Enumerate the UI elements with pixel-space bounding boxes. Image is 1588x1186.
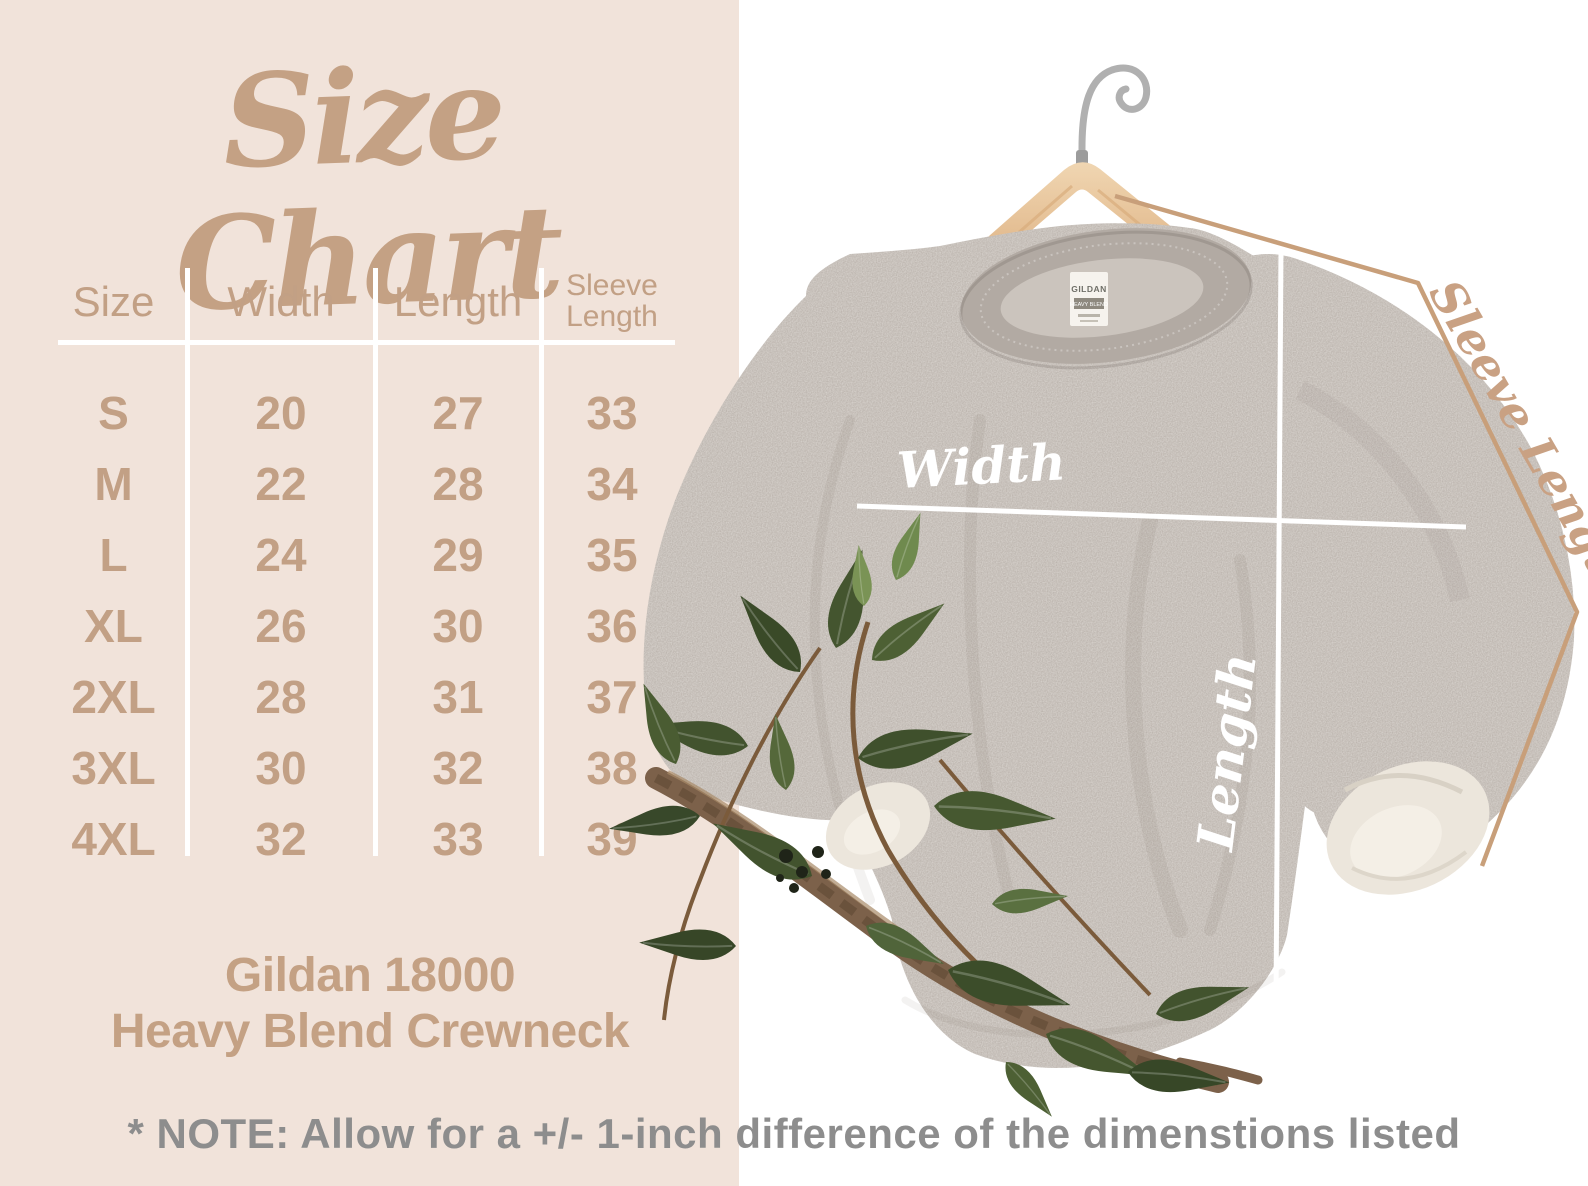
width-cell: 28 <box>255 670 307 723</box>
table-divider-vertical <box>373 268 378 856</box>
width-cell: 30 <box>255 741 307 794</box>
width-cell: 24 <box>255 528 307 581</box>
width-cell: 26 <box>255 599 307 652</box>
length-cell: 33 <box>432 812 484 865</box>
sleeve-cell: 34 <box>586 457 638 510</box>
sleeve-cell: 37 <box>586 670 638 723</box>
product-name-line2: Heavy Blend Crewneck <box>110 1004 630 1058</box>
chart-panel <box>0 0 739 1186</box>
col-header-width: Width <box>227 277 335 325</box>
size-cell: 4XL <box>71 812 156 865</box>
table-header-row: Size Width Length Sleeve Length <box>40 262 683 342</box>
table-row: M 22 28 34 <box>40 448 683 519</box>
table-divider-vertical <box>185 268 190 856</box>
table-row: XL 26 30 36 <box>40 590 683 661</box>
length-cell: 31 <box>432 670 484 723</box>
sleeve-cell: 36 <box>586 599 638 652</box>
length-cell: 30 <box>432 599 484 652</box>
table-row: L 24 29 35 <box>40 519 683 590</box>
sleeve-cell: 38 <box>586 741 638 794</box>
table-row: 2XL 28 31 37 <box>40 661 683 732</box>
sleeve-cell: 35 <box>586 528 638 581</box>
table-row: 3XL 30 32 38 <box>40 732 683 803</box>
table-row: 4XL 32 33 39 <box>40 803 683 874</box>
size-table: Size Width Length Sleeve Length S 20 27 … <box>40 262 683 874</box>
width-cell: 20 <box>255 386 307 439</box>
col-header-length: Length <box>393 277 523 325</box>
col-header-size: Size <box>72 277 155 325</box>
size-cell: M <box>94 457 133 510</box>
table-header-underline <box>58 340 675 345</box>
photo-panel <box>739 0 1588 1186</box>
note-text: * NOTE: Allow for a +/- 1-inch differenc… <box>127 1110 1461 1157</box>
sleeve-cell: 33 <box>586 386 638 439</box>
length-cell: 27 <box>432 386 484 439</box>
size-cell: L <box>99 528 128 581</box>
table-body: S 20 27 33 M 22 28 34 L 24 29 35 XL 26 3… <box>40 377 683 874</box>
product-name-line1: Gildan 18000 <box>224 949 516 1002</box>
length-cell: 32 <box>432 741 484 794</box>
width-cell: 22 <box>255 457 307 510</box>
length-cell: 28 <box>432 457 484 510</box>
col-header-sleeve-length: Sleeve Length <box>566 269 658 333</box>
width-cell: 32 <box>255 812 307 865</box>
table-divider-vertical <box>539 268 544 856</box>
size-cell: 3XL <box>71 741 156 794</box>
length-cell: 29 <box>432 528 484 581</box>
size-cell: 2XL <box>71 670 156 723</box>
sleeve-cell: 39 <box>586 812 638 865</box>
product-name: Gildan 18000 Heavy Blend Crewneck <box>85 948 655 1059</box>
size-cell: S <box>98 386 129 439</box>
size-cell: XL <box>84 599 143 652</box>
table-row: S 20 27 33 <box>40 377 683 448</box>
